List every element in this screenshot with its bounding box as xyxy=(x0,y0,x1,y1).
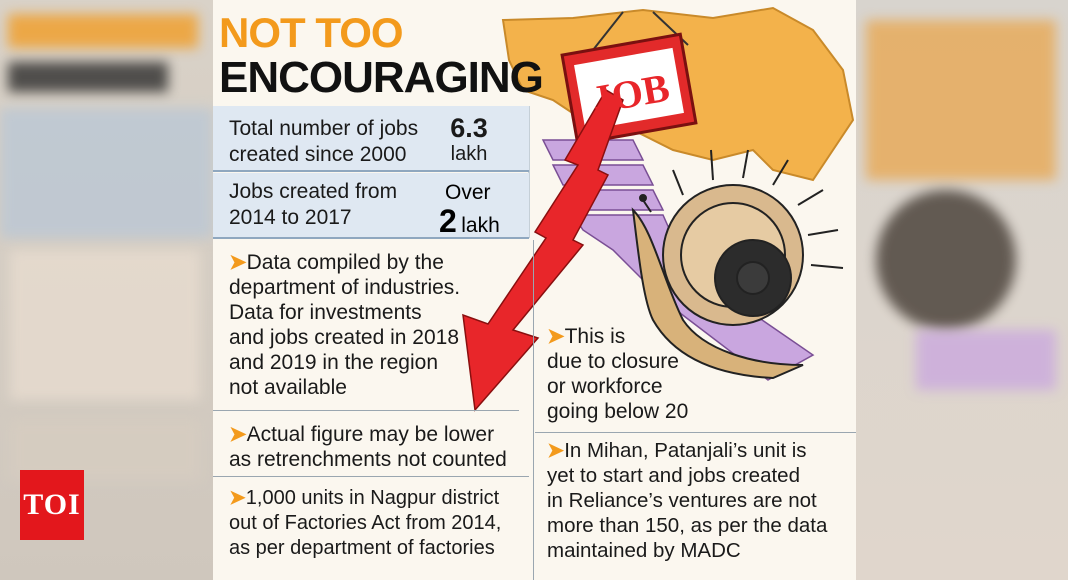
illustration xyxy=(462,6,855,412)
stat-value: 2 xyxy=(439,203,457,239)
stat-label-line: 2014 to 2017 xyxy=(229,206,352,229)
note-line: going below 20 xyxy=(547,400,689,423)
toi-logo: TOI xyxy=(20,470,84,540)
note-line: yet to start and jobs created xyxy=(547,464,800,487)
blurred-background-left xyxy=(0,0,213,580)
divider xyxy=(535,432,856,433)
note-line: more than 150, as per the data xyxy=(547,514,828,537)
note-line: not available xyxy=(229,376,347,399)
note-line: Data compiled by the xyxy=(246,251,444,274)
stat-label-line: Jobs created from xyxy=(229,180,398,203)
note-line: or workforce xyxy=(547,375,663,398)
arrow-bullet-icon: ➤ xyxy=(547,439,565,462)
title-line-2: ENCOURAGING xyxy=(219,53,544,102)
note-line: as per department of factories xyxy=(229,537,495,559)
stat-row-total: Total number of jobs created since 2000 … xyxy=(213,106,529,172)
stat-prefix: Over xyxy=(445,181,491,204)
note-line: maintained by MADC xyxy=(547,539,741,562)
note-line: Actual figure may be lower xyxy=(246,423,495,446)
note-mihan: ➤In Mihan, Patanjali’s unit is yet to st… xyxy=(547,438,827,563)
note-line: due to closure xyxy=(547,350,679,373)
stat-row-recent: Jobs created from 2014 to 2017 Over 2 la… xyxy=(213,173,529,239)
divider xyxy=(213,476,529,477)
red-down-arrow xyxy=(462,88,624,412)
note-data-source: ➤Data compiled by the department of indu… xyxy=(229,250,460,400)
note-line: and 2019 in the region xyxy=(229,351,439,374)
note-line: Data for investments xyxy=(229,301,422,324)
note-line: in Reliance’s ventures are not xyxy=(547,489,817,512)
note-factories-act: ➤1,000 units in Nagpur district out of F… xyxy=(229,486,501,561)
arrow-bullet-icon: ➤ xyxy=(547,325,565,348)
stat-unit: lakh xyxy=(461,214,500,237)
divider xyxy=(213,410,519,411)
note-line: out of Factories Act from 2014, xyxy=(229,512,502,534)
divider xyxy=(533,240,534,580)
note-line: 1,000 units in Nagpur district xyxy=(245,487,500,509)
title-line-1: NOT TOO xyxy=(219,9,404,56)
stat-label-line: Total number of jobs xyxy=(229,117,419,140)
note-line: In Mihan, Patanjali’s unit is xyxy=(564,439,807,462)
infographic-card: JOB NOT TOO ENCOURAGING Total number of … xyxy=(213,0,856,580)
stat-value: 6.3 xyxy=(450,113,488,143)
arrow-bullet-icon: ➤ xyxy=(229,487,246,509)
note-line: This is xyxy=(564,325,626,348)
snail-factory xyxy=(631,149,844,380)
note-actual-figure: ➤Actual figure may be lower as retrenchm… xyxy=(229,422,507,472)
note-closure: ➤This is due to closure or workforce goi… xyxy=(547,324,688,424)
note-line: department of industries. xyxy=(229,276,461,299)
note-line: and jobs created in 2018 xyxy=(229,326,460,349)
arrow-bullet-icon: ➤ xyxy=(229,251,247,274)
arrow-bullet-icon: ➤ xyxy=(229,423,247,446)
blurred-background-right xyxy=(856,0,1068,580)
stat-unit: lakh xyxy=(450,143,488,165)
stat-label-line: created since 2000 xyxy=(229,143,407,166)
note-line: as retrenchments not counted xyxy=(229,448,507,471)
